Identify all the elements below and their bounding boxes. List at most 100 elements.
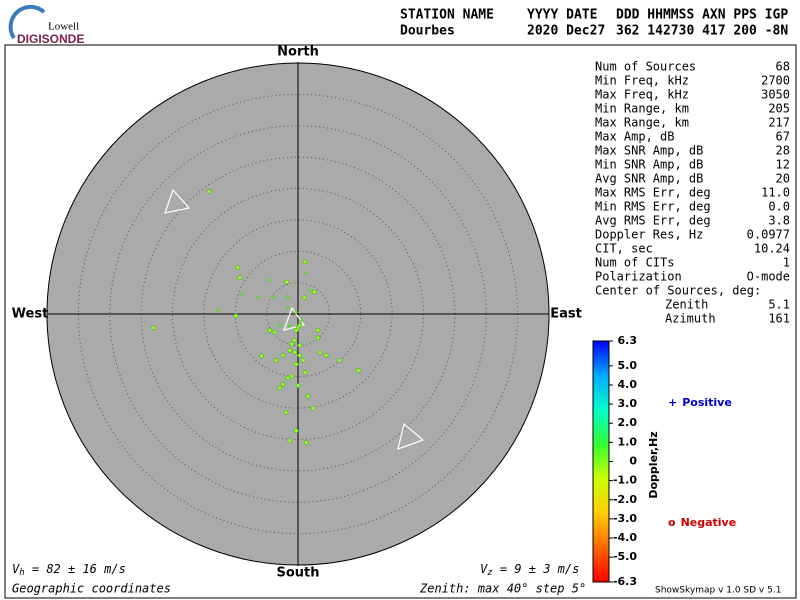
stat-label: CIT, sec bbox=[595, 242, 653, 256]
compass-west: West bbox=[12, 307, 49, 322]
legend-name: Positive bbox=[682, 396, 732, 409]
source-plus bbox=[302, 270, 308, 276]
source-circle bbox=[301, 295, 307, 300]
stat-label: Max RMS Err, deg bbox=[595, 186, 711, 200]
stat-value: 11.0 bbox=[761, 186, 790, 200]
source-circle bbox=[285, 375, 291, 381]
header-value: 362 142730 417 200 -8N bbox=[616, 24, 788, 39]
source-circle bbox=[355, 368, 361, 373]
stat-label: Max SNR Amp, dB bbox=[595, 144, 703, 158]
colorbar-tick-label: 2.0 bbox=[618, 416, 638, 429]
source-plus bbox=[277, 322, 283, 328]
source-plus bbox=[239, 291, 245, 297]
source-circle bbox=[297, 343, 303, 348]
stat-label: Max Freq, kHz bbox=[595, 88, 689, 102]
vh: Vh = 82 ± 16 m/s bbox=[12, 562, 126, 578]
source-circle bbox=[310, 405, 316, 411]
source-circle bbox=[284, 279, 290, 285]
source-circle bbox=[300, 358, 306, 363]
stat-value: 10.24 bbox=[754, 242, 790, 256]
stat-label: Min Freq, kHz bbox=[595, 74, 689, 88]
stat-label: Avg RMS Err, deg bbox=[595, 214, 711, 228]
stat-label: Min Range, km bbox=[595, 102, 689, 116]
stat-label: Zenith bbox=[665, 298, 708, 312]
source-circle bbox=[283, 410, 289, 415]
colorbar-fill bbox=[592, 340, 610, 583]
header-value: Dourbes bbox=[400, 24, 455, 39]
stat-label: Min SNR Amp, dB bbox=[595, 158, 703, 172]
source-plus bbox=[270, 294, 276, 300]
source-plus bbox=[267, 277, 273, 283]
source-circle bbox=[280, 381, 286, 387]
stat-label: Max Range, km bbox=[595, 116, 689, 130]
source-circle bbox=[323, 353, 329, 358]
source-circle bbox=[297, 353, 303, 358]
stat-label: Polarization bbox=[595, 270, 682, 284]
stat-value: 217 bbox=[768, 116, 790, 130]
colorbar-label: Doppler,Hz bbox=[647, 431, 660, 498]
source-circle bbox=[293, 428, 299, 434]
source-circle bbox=[312, 289, 317, 295]
stat-value: 28 bbox=[776, 144, 790, 158]
source-circle bbox=[337, 358, 342, 363]
source-circle bbox=[237, 275, 242, 280]
header-label: STATION NAME bbox=[400, 8, 494, 23]
direction-arrow bbox=[397, 422, 425, 450]
colorbar-tick-label: -3.0 bbox=[613, 512, 637, 525]
sky-plot: North South West East bbox=[12, 45, 582, 581]
source-circle bbox=[291, 338, 297, 343]
source-circle bbox=[273, 358, 279, 363]
zenith-note: Zenith: max 40° step 5° bbox=[419, 582, 586, 596]
stat-value: 1 bbox=[783, 256, 790, 270]
source-circle bbox=[315, 328, 321, 333]
source-circle bbox=[206, 189, 212, 194]
colorbar-tick-label: -4.0 bbox=[613, 531, 637, 544]
coords-note: Geographic coordinates bbox=[12, 582, 171, 596]
source-circle bbox=[233, 313, 239, 319]
source-circle bbox=[295, 383, 301, 388]
source-plus bbox=[286, 323, 292, 329]
legend-entry: + Positive bbox=[668, 396, 732, 409]
stat-value: 0.0 bbox=[768, 200, 790, 214]
colorbar-tick-label: 3.0 bbox=[618, 397, 638, 410]
source-plus bbox=[307, 287, 313, 293]
stat-label: Max Amp, dB bbox=[595, 130, 674, 144]
stat-value: 68 bbox=[776, 60, 790, 74]
source-plus bbox=[293, 309, 299, 315]
version: ShowSkymap v 1.0 SD v 5.1 bbox=[655, 586, 781, 596]
source-plus bbox=[285, 305, 291, 311]
stat-label: Num of Sources bbox=[595, 60, 696, 74]
stat-value: 0.0977 bbox=[747, 228, 790, 242]
colorbar-tick-label: 1.0 bbox=[618, 435, 638, 448]
stats-table: Num of Sources 68 Min Freq, kHz 2700 Max Fre… bbox=[595, 60, 790, 326]
direction-arrow bbox=[283, 306, 305, 331]
source-circle bbox=[289, 373, 295, 379]
source-circle bbox=[302, 370, 308, 375]
source-circle bbox=[302, 259, 308, 265]
source-circle bbox=[287, 348, 293, 353]
source-circle bbox=[289, 341, 295, 347]
source-circle bbox=[293, 361, 299, 367]
source-circle bbox=[235, 265, 241, 270]
vz: Vz = 9 ± 3 m/s bbox=[480, 562, 579, 578]
legend-name: Negative bbox=[681, 516, 737, 529]
stat-label: Avg SNR Amp, dB bbox=[595, 172, 703, 186]
colorbar-tick-label: 0 bbox=[629, 455, 637, 468]
colorbar-tick-label: 4.0 bbox=[618, 378, 638, 391]
stat-value: 67 bbox=[776, 130, 790, 144]
source-circle bbox=[277, 385, 283, 391]
header-label: YYYY DATE bbox=[527, 8, 597, 23]
colorbar-tick-label: -6.3 bbox=[613, 575, 637, 588]
stat-label: Doppler Res, Hz bbox=[595, 228, 703, 242]
compass-north: North bbox=[277, 45, 319, 60]
stat-value: 2700 bbox=[761, 74, 790, 88]
source-circle bbox=[297, 322, 303, 328]
stat-label: Min RMS Err, deg bbox=[595, 200, 711, 214]
stat-value: 5.1 bbox=[768, 298, 790, 312]
legend-symbol: o bbox=[668, 516, 676, 529]
frame bbox=[4, 44, 797, 599]
colorbar: 6.3 5.0 4.0 3.0 2.0 1.0 0 -1.0 -2.0 -3.0 -4.0 -5.0 -… bbox=[592, 334, 660, 588]
stat-label: Azimuth bbox=[665, 312, 716, 326]
logo-bottom: DIGISONDE bbox=[17, 32, 84, 46]
